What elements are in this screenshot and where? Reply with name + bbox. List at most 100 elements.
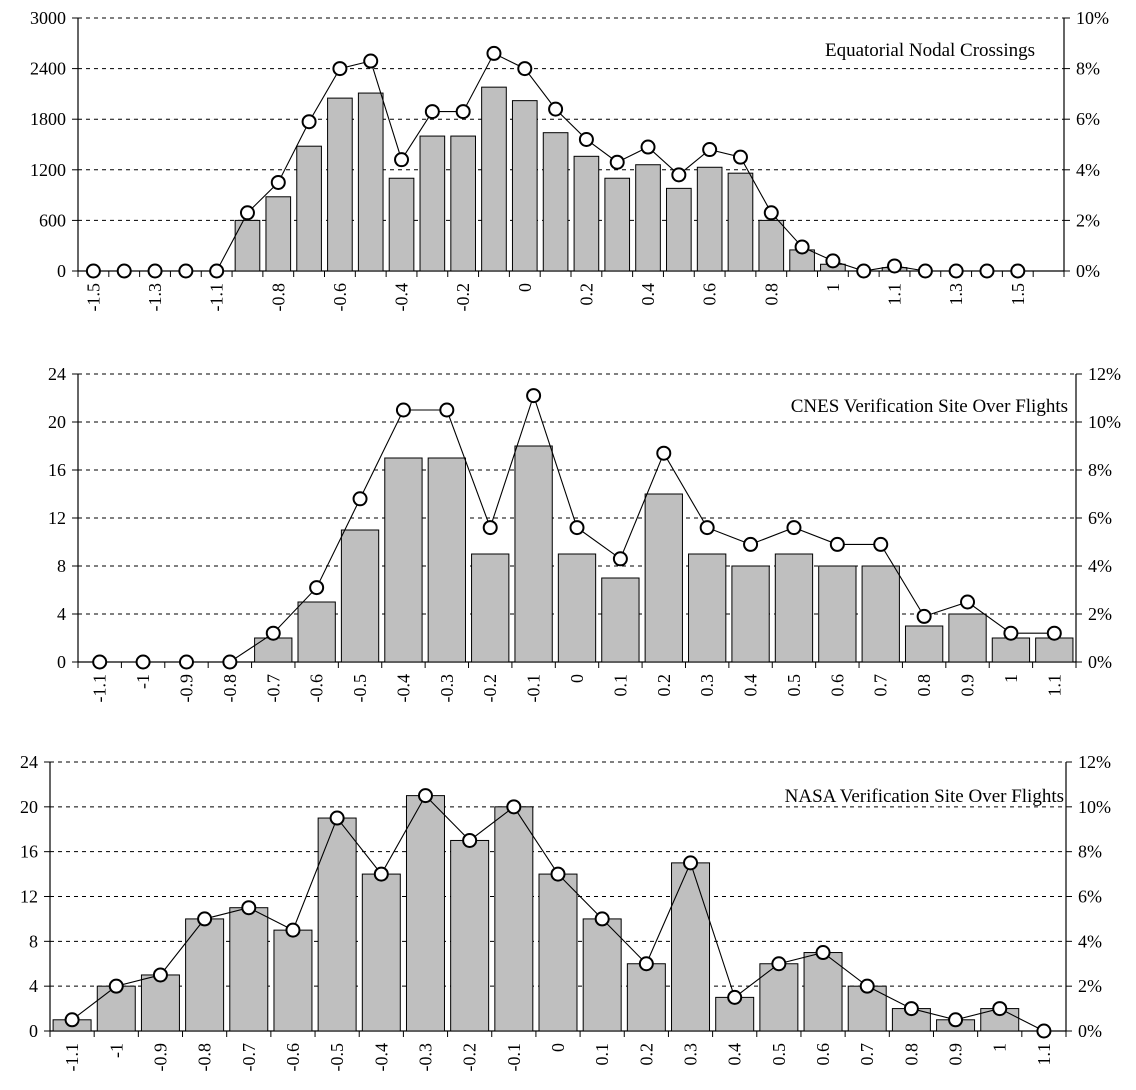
x-tick-label: 0.4 xyxy=(741,674,761,697)
y-left-tick-label: 20 xyxy=(20,797,38,817)
chart-title: CNES Verification Site Over Flights xyxy=(791,396,1068,417)
bar xyxy=(861,565,900,663)
x-tick-label: -0.8 xyxy=(268,283,288,312)
bar xyxy=(557,553,597,663)
percent-point xyxy=(178,654,194,670)
x-tick-label: 0.7 xyxy=(857,1043,877,1066)
bar xyxy=(758,219,785,272)
percent-point xyxy=(363,53,379,69)
y-right-tick-label: 8% xyxy=(1076,59,1100,79)
bar xyxy=(317,817,357,1032)
x-tick-label: 0.3 xyxy=(681,1043,701,1066)
x-tick-label: -0.6 xyxy=(330,283,350,312)
x-tick-label: 0.9 xyxy=(958,674,978,697)
bar xyxy=(140,974,180,1032)
x-tick-label: 1 xyxy=(1001,674,1021,683)
bar xyxy=(296,145,322,272)
x-tick-label: 0.4 xyxy=(725,1043,745,1066)
y-right-tick-label: 2% xyxy=(1088,604,1112,624)
bar xyxy=(774,553,814,663)
x-tick-label: 0.2 xyxy=(636,1043,656,1066)
percent-point xyxy=(794,239,810,255)
x-tick-label: 0.3 xyxy=(697,674,717,697)
y-left-tick-label: 12 xyxy=(20,887,38,907)
y-left-tick-label: 1200 xyxy=(30,160,66,180)
percent-point xyxy=(222,654,238,670)
y-right-tick-label: 10% xyxy=(1088,412,1121,432)
percent-point xyxy=(517,61,533,77)
bar xyxy=(538,873,578,1032)
y-right-tick-label: 4% xyxy=(1076,160,1100,180)
x-tick-label: 1.5 xyxy=(1008,283,1028,306)
x-tick-label: -0.6 xyxy=(283,1043,303,1072)
percent-point xyxy=(270,174,286,190)
percent-point xyxy=(116,263,132,279)
bar xyxy=(327,97,353,272)
x-tick-label: -0.3 xyxy=(437,674,457,703)
percent-point xyxy=(108,978,124,994)
percent-point xyxy=(506,799,522,815)
percent-point xyxy=(373,866,389,882)
bar xyxy=(384,457,423,663)
x-tick-label: -1.5 xyxy=(83,283,103,312)
bar xyxy=(644,493,683,663)
percent-point xyxy=(903,1001,919,1017)
percent-point xyxy=(265,625,281,641)
bar xyxy=(361,873,401,1032)
bar xyxy=(405,795,445,1032)
bar xyxy=(450,135,476,272)
x-tick-label: -0.7 xyxy=(239,1043,259,1072)
percent-point xyxy=(1036,1023,1052,1039)
y-right-tick-label: 10% xyxy=(1078,797,1111,817)
bar xyxy=(727,172,754,272)
percent-point xyxy=(85,263,101,279)
bar xyxy=(340,529,380,663)
percent-point xyxy=(763,205,779,221)
bar xyxy=(626,963,666,1032)
bar xyxy=(419,135,446,272)
percent-point xyxy=(916,608,932,624)
percent-point xyxy=(638,956,654,972)
percent-point xyxy=(239,205,255,221)
x-tick-label: 0.2 xyxy=(576,283,596,306)
x-tick-label: -0.2 xyxy=(453,283,473,312)
x-tick-label: -0.1 xyxy=(504,1043,524,1072)
y-left-tick-label: 16 xyxy=(20,842,38,862)
percent-point xyxy=(462,832,478,848)
bar xyxy=(573,155,600,272)
percent-point xyxy=(417,788,433,804)
x-tick-label: 0 xyxy=(515,283,535,292)
percent-point xyxy=(332,61,348,77)
x-tick-label: -0.4 xyxy=(392,283,412,312)
x-tick-label: 0 xyxy=(567,674,587,683)
x-tick-label: 1.1 xyxy=(1044,674,1064,697)
y-left-tick-label: 3000 xyxy=(30,8,66,28)
percent-point xyxy=(309,580,325,596)
x-tick-label: 0.8 xyxy=(901,1043,921,1066)
percent-point xyxy=(887,258,903,274)
bar xyxy=(696,166,723,272)
bar xyxy=(427,457,466,663)
x-tick-label: 0.5 xyxy=(769,1043,789,1066)
percent-point xyxy=(578,131,594,147)
percent-point xyxy=(285,922,301,938)
percent-point xyxy=(594,911,610,927)
chart-title: NASA Verification Site Over Flights xyxy=(785,786,1064,807)
percent-point xyxy=(152,967,168,983)
percent-point xyxy=(859,978,875,994)
x-tick-label: -0.4 xyxy=(371,1043,391,1072)
percent-point xyxy=(743,536,759,552)
percent-point xyxy=(815,945,831,961)
y-right-tick-label: 0% xyxy=(1078,1021,1102,1041)
y-left-tick-label: 12 xyxy=(48,508,66,528)
percent-point xyxy=(1003,625,1019,641)
chart-3: 0 0% 4 2% 8 4% 12 6% 16 8% 20 10% 24 12% -1.1 -1 -0.9 -0.… xyxy=(20,752,1111,1072)
x-tick-label: 1 xyxy=(990,1043,1010,1052)
percent-point xyxy=(917,263,933,279)
chart-title: Equatorial Nodal Crossings xyxy=(825,40,1035,61)
y-right-tick-label: 10% xyxy=(1076,8,1109,28)
y-right-tick-label: 0% xyxy=(1076,261,1100,281)
percent-point xyxy=(609,154,625,170)
x-tick-label: -1.1 xyxy=(90,674,110,703)
bar xyxy=(688,553,727,663)
